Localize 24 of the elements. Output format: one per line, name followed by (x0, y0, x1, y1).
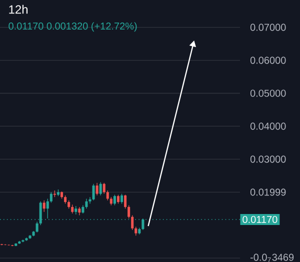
candlestick (50, 192, 52, 204)
y-tick-label: 0.05000 (250, 90, 286, 97)
ref-line-label: 0.01170 (242, 216, 278, 224)
candlestick (92, 184, 95, 201)
y-tick-label: 0.04000 (250, 122, 286, 130)
candlestick (36, 221, 38, 233)
chart-subtitle: 0.01170 0.001320 (+12.72%) (8, 22, 137, 32)
candlestick (120, 193, 124, 204)
candlestick (99, 182, 102, 196)
candlestick (46, 198, 49, 219)
candlestick (96, 182, 98, 196)
y-tick-label: 0.01999 (250, 188, 286, 196)
candlestick (128, 204, 130, 219)
candlestick (131, 214, 134, 230)
candlestick (102, 182, 106, 194)
y-tick-label: 0.07000 (250, 24, 286, 31)
candlestick (113, 194, 116, 206)
y-tick-label: -0.0$_{7}$3469 (250, 254, 294, 262)
candlestick (42, 200, 46, 212)
candlestick (124, 194, 127, 209)
chart-title: 12h (9, 4, 28, 14)
y-tick-label: 0.06000 (250, 56, 286, 64)
y-tick-label: 0.03000 (250, 156, 286, 163)
candlestick (106, 190, 109, 201)
